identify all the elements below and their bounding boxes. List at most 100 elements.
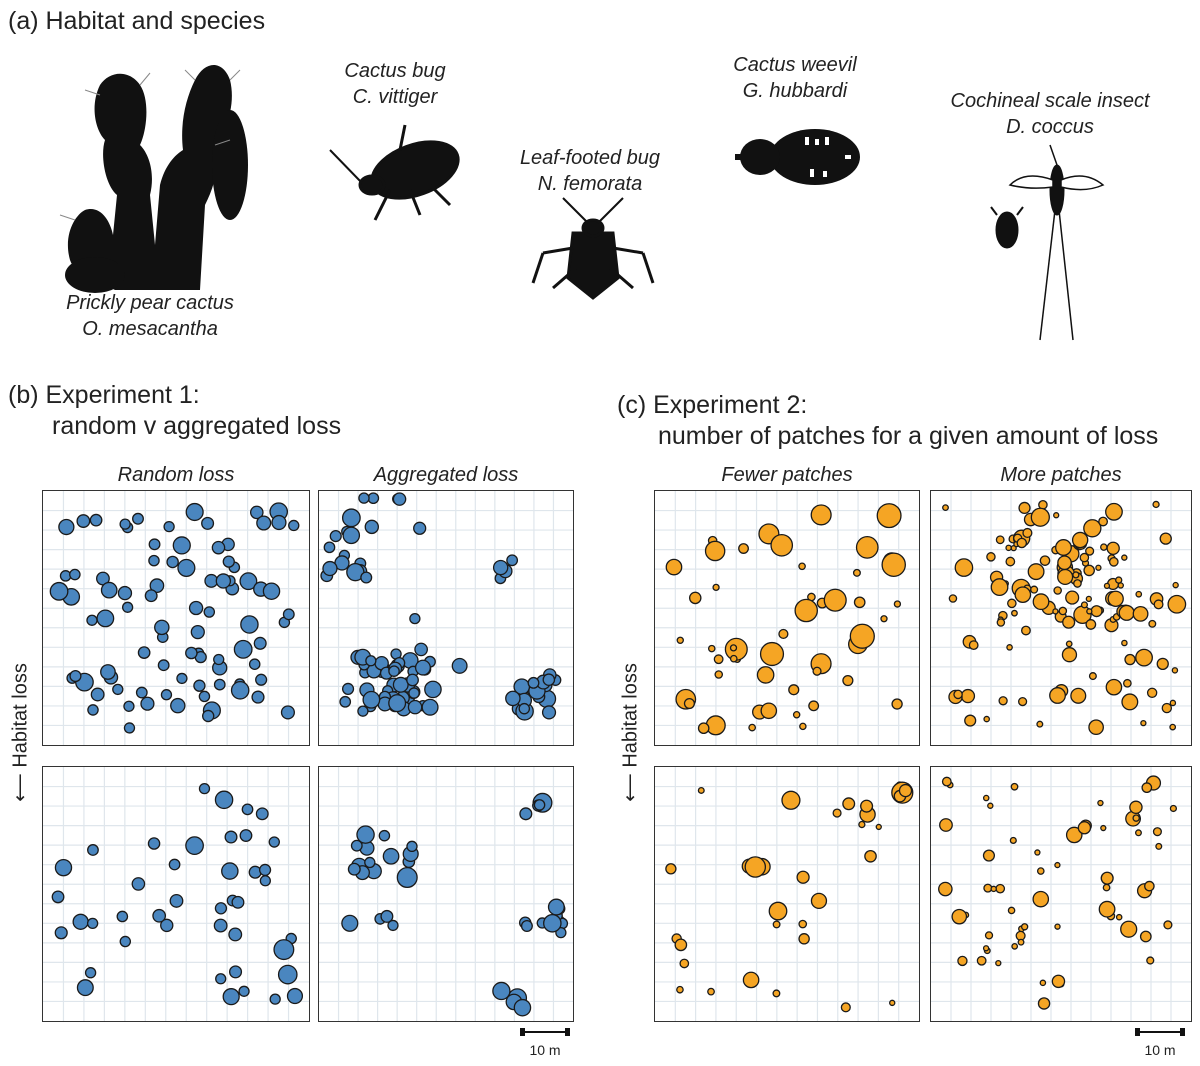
habitat-patch [1103, 582, 1111, 590]
species-common-name: Cochineal scale insect [950, 90, 1150, 112]
species-common-name: Leaf-footed bug [519, 147, 661, 169]
panel-fewer-patches-bottom [654, 766, 920, 1022]
habitat-patch [810, 504, 832, 526]
scale-label-b: 10 m [529, 1042, 561, 1058]
species-label-cactus: Prickly pear cactus O. mesacantha [40, 290, 260, 342]
habitat-patch [248, 658, 261, 670]
habitat-patch [1159, 532, 1172, 545]
habitat-patch [995, 959, 1002, 967]
habitat-patch [898, 783, 913, 798]
habitat-patch [286, 987, 304, 1005]
habitat-patch [772, 989, 781, 998]
habitat-patch [241, 803, 254, 816]
habitat-patch [249, 505, 264, 520]
habitat-loss-axis-label-b: ⟵ Habitat loss [8, 663, 33, 803]
habitat-patch [1100, 871, 1114, 885]
habitat-patch [1005, 556, 1016, 567]
habitat-patch [679, 958, 690, 969]
habitat-patch [1115, 913, 1123, 921]
habitat-patch [269, 993, 281, 1005]
habitat-patch [1077, 821, 1092, 835]
habitat-patch [1153, 599, 1164, 610]
habitat-patch [280, 705, 295, 720]
habitat-patch [858, 820, 866, 829]
habitat-patch [729, 644, 738, 652]
habitat-patch [213, 678, 226, 691]
habitat-patch [76, 979, 94, 997]
habitat-patch [123, 700, 135, 712]
habitat-patch [69, 669, 82, 683]
habitat-loss-text: Habitat loss [9, 663, 32, 768]
habitat-patch [1118, 604, 1135, 621]
habitat-patch [215, 573, 232, 589]
habitat-patch [951, 908, 968, 925]
habitat-patch [1034, 849, 1041, 856]
habitat-patch [131, 877, 146, 891]
habitat-patch [388, 694, 407, 713]
habitat-patch [168, 858, 181, 871]
habitat-patch [1135, 648, 1153, 667]
habitat-patch [347, 862, 361, 876]
habitat-patch [983, 715, 990, 723]
section-c-header: (c) Experiment 2: [617, 391, 808, 419]
habitat-patch [990, 578, 1009, 596]
habitat-patch [799, 722, 807, 731]
habitat-patch [214, 790, 234, 810]
habitat-patch [1007, 598, 1017, 609]
habitat-patch [135, 686, 148, 699]
habitat-patch [382, 847, 400, 865]
habitat-patch [387, 919, 399, 932]
habitat-patch [772, 920, 781, 929]
habitat-patch [367, 492, 380, 505]
habitat-patch [69, 568, 81, 581]
species-latin-name: D. coccus [1006, 116, 1094, 138]
habitat-patch [169, 893, 184, 908]
habitat-patch [148, 554, 160, 567]
habitat-patch [414, 642, 428, 657]
habitat-patch [72, 913, 89, 930]
habitat-patch [222, 988, 240, 1006]
habitat-patch [995, 535, 1005, 545]
habitat-patch [1155, 842, 1163, 850]
habitat-patch [1058, 606, 1068, 616]
habitat-patch [1105, 678, 1123, 696]
habitat-patch [742, 971, 760, 989]
habitat-patch [1052, 608, 1059, 615]
habitat-patch [203, 606, 216, 618]
habitat-patch [1123, 678, 1132, 688]
habitat-patch [976, 955, 987, 966]
habitat-patch [778, 628, 789, 639]
habitat-patch [364, 519, 379, 535]
leaf-footed-bug-icon [531, 197, 655, 300]
habitat-patch [1163, 920, 1173, 930]
habitat-patch [160, 918, 174, 933]
habitat-patch [152, 908, 167, 923]
habitat-patch [193, 679, 206, 692]
habitat-patch [1100, 543, 1108, 551]
habitat-patch [1095, 564, 1102, 571]
habitat-patch [855, 535, 879, 559]
habitat-patch [697, 722, 710, 735]
habitat-patch [880, 615, 888, 623]
habitat-patch [1037, 997, 1051, 1010]
habitat-patch [407, 699, 423, 715]
habitat-patch [214, 902, 228, 915]
habitat-patch [364, 856, 376, 869]
habitat-patch [1085, 546, 1095, 556]
habitat-patch [1065, 826, 1083, 844]
habitat-patch [190, 624, 205, 640]
species-latin-name: C. vittiger [352, 86, 438, 108]
habitat-patch [982, 945, 990, 952]
habitat-patch [983, 883, 993, 893]
habitat-patch [273, 939, 295, 961]
habitat-patch [1080, 601, 1089, 609]
habitat-patch [163, 520, 175, 533]
habitat-patch [520, 920, 533, 932]
habitat-patch [357, 705, 369, 717]
habitat-patch [748, 723, 757, 732]
habitat-patch [713, 654, 724, 665]
habitat-patch [198, 690, 211, 703]
habitat-patch [356, 825, 375, 844]
habitat-patch [1161, 702, 1173, 714]
habitat-patch [51, 890, 65, 904]
